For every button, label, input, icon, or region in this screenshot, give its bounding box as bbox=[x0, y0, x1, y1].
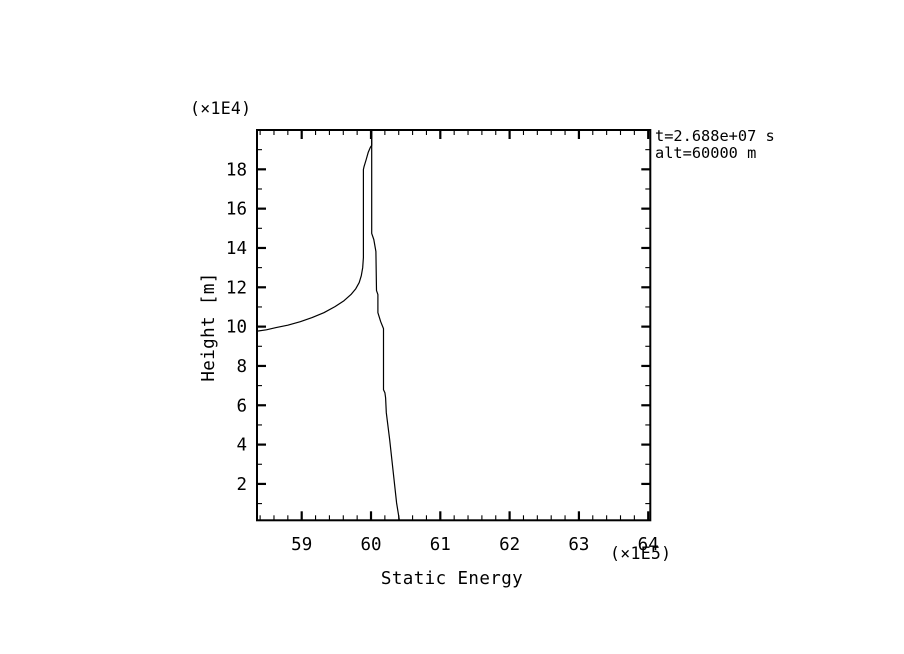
x-tick-label: 63 bbox=[568, 535, 589, 555]
x-axis-title: Static Energy bbox=[381, 569, 523, 589]
series-left-fold-branch bbox=[256, 129, 373, 332]
y-axis-scale-label: (×1E4) bbox=[190, 99, 251, 118]
x-tick-label: 60 bbox=[360, 535, 381, 555]
plot-frame bbox=[256, 129, 652, 522]
series-static-energy-profile bbox=[371, 129, 400, 521]
x-axis-scale-label: (×1E5) bbox=[610, 544, 671, 563]
y-axis-title: Height [m] bbox=[199, 272, 219, 381]
y-tick-label: 12 bbox=[226, 278, 247, 298]
y-tick-label: 8 bbox=[236, 357, 247, 377]
x-tick-label: 59 bbox=[291, 535, 312, 555]
y-tick-label: 10 bbox=[226, 318, 247, 338]
y-tick-label: 4 bbox=[236, 436, 247, 456]
annotation-time: t=2.688e+07 s bbox=[655, 127, 775, 145]
axis-tick-labels: 59 60 61 62 63 64 2 4 6 8 10 12 14 16 18 bbox=[226, 160, 659, 555]
x-tick-label: 61 bbox=[430, 535, 451, 555]
y-tick-label: 14 bbox=[226, 239, 247, 259]
x-tick-label: 64 bbox=[638, 535, 659, 555]
axis-ticks bbox=[257, 130, 651, 521]
y-tick-label: 6 bbox=[236, 396, 247, 416]
annotation-altitude: alt=60000 m bbox=[655, 144, 756, 162]
y-tick-label: 18 bbox=[226, 160, 247, 180]
y-tick-label: 16 bbox=[226, 200, 247, 220]
x-tick-label: 62 bbox=[499, 535, 520, 555]
y-tick-label: 2 bbox=[236, 475, 247, 495]
data-series bbox=[256, 129, 400, 521]
